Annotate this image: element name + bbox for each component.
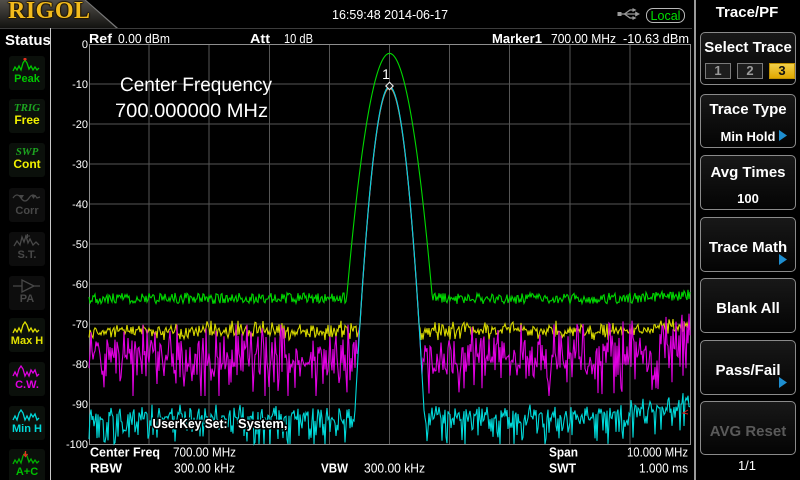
- svg-text:Center Freq: Center Freq: [90, 445, 160, 460]
- svg-text:-30: -30: [72, 159, 88, 171]
- svg-text:System,: System,: [238, 416, 288, 431]
- svg-text:-40: -40: [72, 199, 88, 211]
- svg-text:700.00 MHz: 700.00 MHz: [173, 445, 236, 460]
- svg-text:Att: Att: [250, 31, 271, 46]
- svg-text:-60: -60: [72, 279, 88, 291]
- svg-text:RBW: RBW: [90, 461, 123, 476]
- svg-text:700.000000 MHz: 700.000000 MHz: [115, 100, 268, 122]
- svg-text:-20: -20: [72, 119, 88, 131]
- svg-text:10.000 MHz: 10.000 MHz: [627, 445, 688, 460]
- svg-text:-80: -80: [72, 359, 88, 371]
- svg-text:300.00 kHz: 300.00 kHz: [364, 461, 425, 476]
- svg-text:-100: -100: [66, 439, 88, 451]
- svg-text:0: 0: [82, 39, 88, 51]
- svg-text:Span: Span: [549, 445, 578, 460]
- svg-text:VBW: VBW: [321, 461, 349, 476]
- svg-text:Ref: Ref: [89, 31, 113, 46]
- svg-text:-10: -10: [72, 79, 88, 91]
- svg-text:-90: -90: [72, 399, 88, 411]
- svg-text:Marker1: Marker1: [492, 31, 542, 46]
- svg-text:1: 1: [382, 66, 390, 82]
- svg-text:-50: -50: [72, 239, 88, 251]
- svg-text:-70: -70: [72, 319, 88, 331]
- svg-text:UserKey Set:: UserKey Set:: [153, 416, 228, 431]
- svg-text:0.00 dBm: 0.00 dBm: [118, 31, 170, 46]
- svg-text:700.00 MHz: 700.00 MHz: [551, 31, 616, 46]
- svg-text:-10.63 dBm: -10.63 dBm: [623, 31, 689, 46]
- svg-text:300.00 kHz: 300.00 kHz: [174, 461, 235, 476]
- svg-text:Center Frequency: Center Frequency: [120, 74, 272, 96]
- svg-text:10 dB: 10 dB: [284, 31, 313, 46]
- svg-text:1.000 ms: 1.000 ms: [639, 461, 688, 476]
- svg-text:SWT: SWT: [549, 461, 576, 476]
